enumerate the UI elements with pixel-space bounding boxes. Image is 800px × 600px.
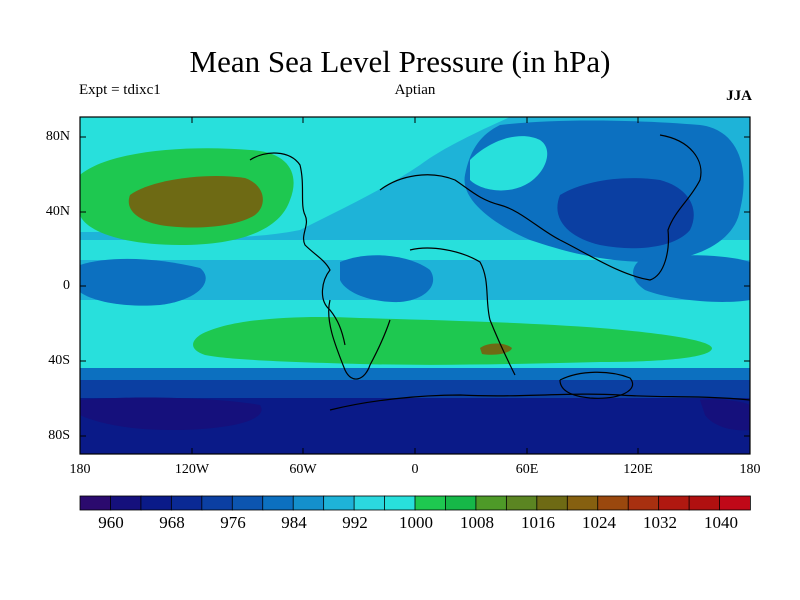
colorbar-label: 960 <box>98 513 124 532</box>
north-pacific-core <box>128 175 263 228</box>
asia-coast <box>559 134 702 281</box>
colorbar-swatch <box>566 495 599 511</box>
colorbar-label: 976 <box>220 513 246 532</box>
colorbar-swatch <box>353 495 386 511</box>
colorbar-swatch <box>110 495 142 511</box>
colorbar-swatch <box>262 495 294 511</box>
colorbar-swatch <box>719 495 751 511</box>
colorbar-label: 992 <box>342 513 368 532</box>
lon-label-120w: 120W <box>174 462 210 477</box>
south-deep-east <box>700 399 750 431</box>
colorbar-swatch <box>414 495 447 511</box>
colorbar-label: 1040 <box>704 513 738 532</box>
colorbar-swatch <box>688 495 721 511</box>
lon-label-60w: 60W <box>289 462 317 477</box>
lon-label-0: 0 <box>411 462 419 477</box>
colorbar-swatch <box>597 495 629 511</box>
colorbar-label: 1000 <box>399 513 433 532</box>
south-high-belt <box>193 316 712 365</box>
colorbar-swatch <box>201 495 234 511</box>
colorbar-swatch <box>475 495 508 511</box>
colorbar-label: 1032 <box>643 513 677 532</box>
pacific-low-west <box>80 258 206 306</box>
colorbar-swatch <box>231 495 264 511</box>
north-america-coast <box>249 152 346 346</box>
colorbar-swatch <box>170 495 203 511</box>
lat-label-80n: 80N <box>45 129 70 144</box>
lon-label-120e: 120E <box>623 462 653 477</box>
pressure-field <box>80 117 750 454</box>
lon-label-180w: 180 <box>69 462 91 477</box>
colorbar-swatch <box>445 495 477 511</box>
tropic-low-central <box>340 255 434 303</box>
colorbar <box>79 495 751 511</box>
colorbar-swatch <box>79 495 112 511</box>
season-label: JJA <box>726 88 752 104</box>
axis-ticks <box>80 117 750 454</box>
colorbar-swatch <box>292 495 325 511</box>
period-label: Aptian <box>394 82 436 98</box>
antarctic-coast <box>329 393 750 411</box>
colorbar-swatch <box>658 495 690 511</box>
colorbar-label: 1008 <box>460 513 494 532</box>
colorbar-label: 984 <box>281 513 307 532</box>
lon-label-180e: 180 <box>739 462 761 477</box>
east-tropic-low <box>633 255 750 302</box>
colorbar-label: 1024 <box>582 513 616 532</box>
south-deep-patches <box>80 397 262 430</box>
map-title: Mean Sea Level Pressure (in hPa) <box>189 44 611 79</box>
experiment-label: Expt = tdixc1 <box>79 82 161 98</box>
band-south-2 <box>80 380 750 398</box>
lat-label-40n: 40N <box>45 204 70 219</box>
colorbar-swatch <box>505 495 538 511</box>
africa-coast <box>409 247 516 376</box>
colorbar-label: 1016 <box>521 513 555 532</box>
colorbar-swatch <box>140 495 173 511</box>
asia-low-core <box>557 178 694 249</box>
south-america-coast <box>328 299 391 380</box>
australia-coast <box>559 371 634 399</box>
north-cyan-east <box>470 136 548 191</box>
coastlines <box>249 134 750 411</box>
europe-coast <box>379 174 561 241</box>
colorbar-swatch <box>536 495 569 511</box>
lon-label-60e: 60E <box>515 462 539 477</box>
colorbar-swatch <box>627 495 660 511</box>
lat-label-80s: 80S <box>48 428 70 443</box>
lat-label-0: 0 <box>63 278 70 293</box>
colorbar-swatch <box>323 495 355 511</box>
band-south-1 <box>80 368 750 380</box>
colorbar-swatch <box>384 495 416 511</box>
lat-label-40s: 40S <box>48 353 70 368</box>
colorbar-label: 968 <box>159 513 185 532</box>
